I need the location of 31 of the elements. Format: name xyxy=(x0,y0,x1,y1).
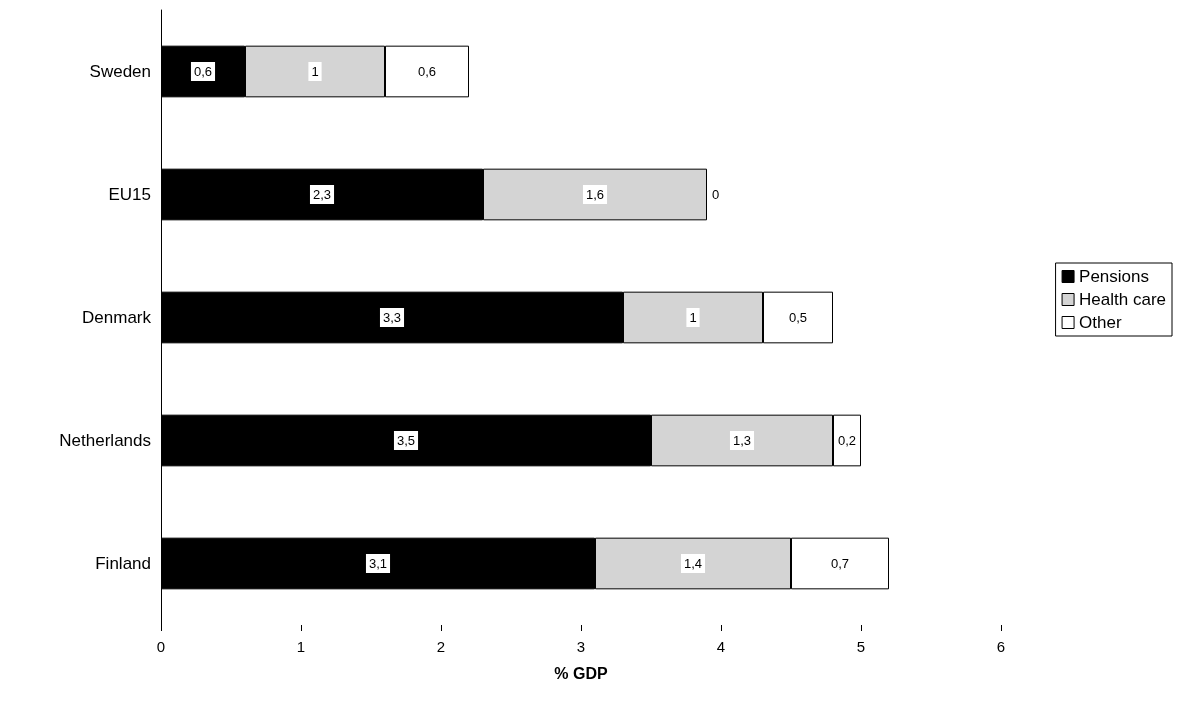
data-label: 3,5 xyxy=(396,433,416,448)
data-label: 0,7 xyxy=(830,556,850,571)
legend-label: Pensions xyxy=(1079,267,1149,286)
data-label: 1,6 xyxy=(585,187,605,202)
y-tick-label: Denmark xyxy=(82,308,152,327)
x-tick-label: 2 xyxy=(436,638,446,655)
data-label: 1 xyxy=(311,64,319,79)
x-tick-label: 1 xyxy=(296,638,306,655)
x-axis-title: % GDP xyxy=(554,664,608,682)
legend-label: Health care xyxy=(1079,290,1166,309)
data-label: 1,3 xyxy=(732,433,752,448)
data-label: 0,5 xyxy=(788,310,808,325)
data-label: 3,1 xyxy=(368,556,388,571)
y-tick-label: Sweden xyxy=(89,62,151,81)
data-label: 0,6 xyxy=(193,64,213,79)
x-tick-label: 0 xyxy=(156,638,166,655)
data-label: 0,6 xyxy=(417,64,437,79)
y-tick-label: Netherlands xyxy=(59,431,151,450)
data-label: 0,2 xyxy=(837,433,857,448)
data-label: 0 xyxy=(712,187,720,202)
legend-label: Other xyxy=(1079,313,1122,332)
y-tick-label: Finland xyxy=(95,554,151,573)
data-label: 3,3 xyxy=(382,310,402,325)
data-label: 1,4 xyxy=(683,556,703,571)
data-label: 2,3 xyxy=(312,187,332,202)
x-tick-label: 6 xyxy=(996,638,1006,655)
x-tick-label: 5 xyxy=(856,638,866,655)
y-tick-label: EU15 xyxy=(108,185,151,204)
x-tick-label: 3 xyxy=(576,638,586,655)
x-tick-label: 4 xyxy=(716,638,726,655)
data-label: 1 xyxy=(689,310,697,325)
